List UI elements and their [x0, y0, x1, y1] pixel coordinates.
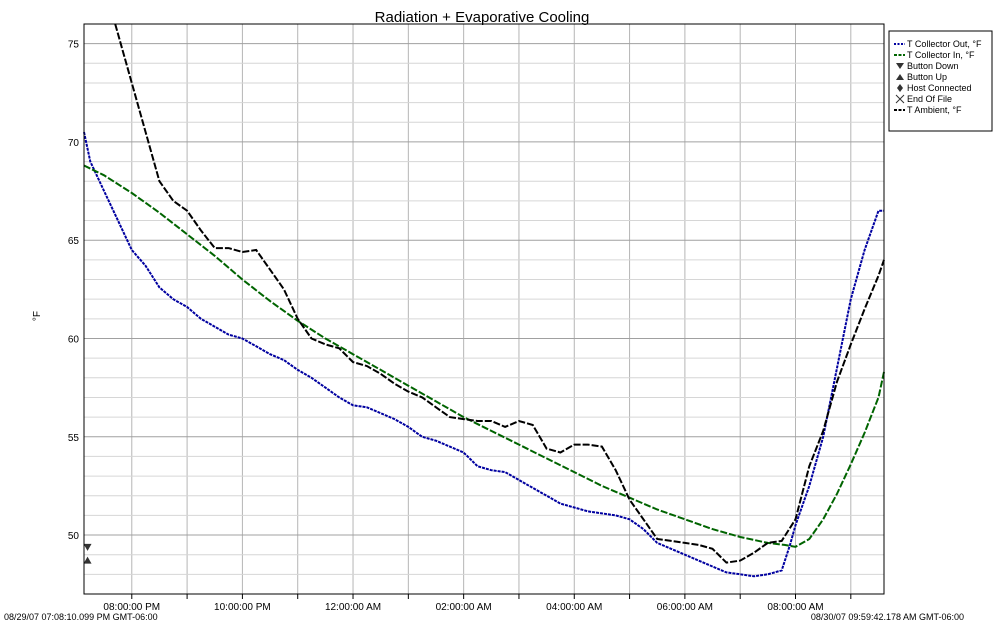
y-tick-label: 70: [68, 138, 80, 149]
series-line-3: [114, 23, 885, 564]
chart-title: Radiation + Evaporative Cooling: [375, 9, 590, 26]
series-group: [83, 23, 885, 578]
legend-box: [888, 30, 993, 132]
legend-item: T Collector Out, °F: [894, 39, 982, 49]
y-axis-label: °F: [32, 311, 43, 321]
marker-triangle-up: [83, 556, 92, 564]
y-ticks: 50 55 60 65 70 75: [68, 40, 80, 542]
marker-triangle-down: [83, 543, 92, 551]
end-timestamp: 08/30/07 09:59:42.178 AM GMT-06:00: [811, 612, 964, 622]
legend-item: Host Connected: [897, 83, 972, 93]
legend-item: End Of File: [895, 94, 952, 104]
x-tick-label: 06:00:00 AM: [657, 602, 713, 613]
legend-label: End Of File: [907, 94, 952, 104]
legend-label: Button Up: [907, 72, 947, 82]
legend-label: T Collector In, °F: [907, 50, 975, 60]
y-tick-label: 75: [68, 40, 80, 51]
triangle-down-icon: [896, 63, 904, 69]
start-timestamp: 08/29/07 07:08:10.099 PM GMT-06:00: [4, 612, 158, 622]
grid: [84, 24, 884, 594]
legend-label: Host Connected: [907, 83, 972, 93]
triangle-up-icon: [896, 74, 904, 80]
x-tick-label: 02:00:00 AM: [436, 602, 492, 613]
cross-icon: [895, 94, 905, 104]
x-ticks: 08:00:00 PM 10:00:00 PM 12:00:00 AM 02:00:0…: [103, 594, 852, 613]
legend-label: T Collector Out, °F: [907, 39, 982, 49]
x-tick-label: 10:00:00 PM: [214, 602, 271, 613]
event-markers: [83, 543, 92, 564]
plot-frame: [83, 23, 885, 595]
x-tick-label: 04:00:00 AM: [546, 602, 602, 613]
legend-item: Button Up: [896, 72, 947, 82]
legend-label: Button Down: [907, 61, 959, 71]
y-tick-label: 50: [68, 531, 80, 542]
y-tick-label: 60: [68, 334, 80, 345]
x-tick-label: 08:00:00 AM: [767, 602, 823, 613]
y-tick-label: 65: [68, 236, 80, 247]
x-tick-label: 08:00:00 PM: [103, 602, 160, 613]
legend: T Collector Out, °FT Collector In, °FBut…: [888, 30, 993, 132]
y-tick-label: 55: [68, 433, 80, 444]
legend-item: T Ambient, °F: [894, 105, 962, 115]
diamond-icon: [897, 84, 903, 92]
series-line-1: [83, 131, 884, 578]
legend-item: Button Down: [896, 61, 959, 71]
legend-label: T Ambient, °F: [907, 105, 962, 115]
x-tick-label: 12:00:00 AM: [325, 602, 381, 613]
legend-item: T Collector In, °F: [894, 50, 975, 60]
series-line-2: [83, 164, 885, 548]
